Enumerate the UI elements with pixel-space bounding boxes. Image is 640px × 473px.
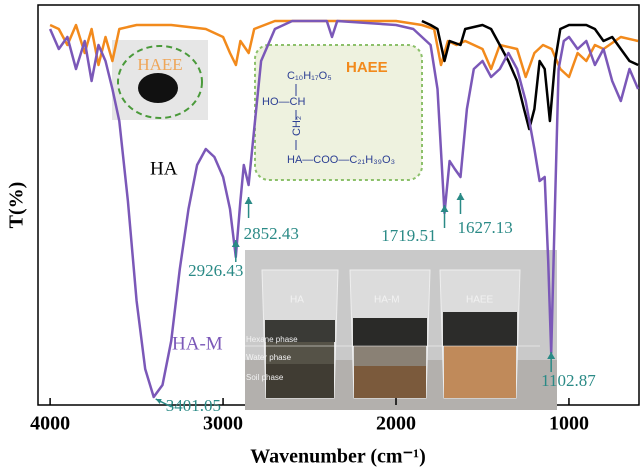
series-label: HA [150,158,178,179]
structure-text: CH₂ [291,116,303,136]
structure-text: HA—COO—C₂₁H₃₉O₃ [287,154,395,166]
powder-label: HAEE [137,55,182,74]
layer [443,312,517,346]
phase-label: Hexane phase [246,335,298,344]
x-axis-label: Wavenumber (cm⁻¹) [250,446,426,468]
peak-label: 2852.43 [244,224,299,243]
layer [354,346,426,366]
beaker-label: HAEE [466,295,494,306]
powder [138,73,178,103]
beaker-photo: HA HA-M HAEE Hexane phase Water phase So… [245,250,557,410]
series-label: HA-M [172,333,223,354]
structure-text: HO—CH [262,96,305,108]
peak-arrowhead [456,193,464,200]
layer [353,318,427,346]
phase-label: Soil phase [246,373,284,382]
peak-label: 1719.51 [381,226,436,245]
structure-box: HAEE C₁₀H₁₇O₅ HO—CH CH₂ HA—COO—C₂₁H₃₉O₃ [255,45,422,180]
spectrum-line [422,21,638,129]
peak-arrowhead [245,197,253,204]
x-tick-label: 2000 [376,413,416,435]
peak-label: 3401.05 [166,396,221,415]
beaker-label: HA-M [374,295,400,306]
powder-inset: HAEE [112,40,208,120]
peak-arrowhead [441,205,449,212]
y-axis-label: T(%) [6,182,28,229]
x-tick-label: 1000 [549,413,589,435]
x-tick-label: 4000 [30,413,70,435]
layer [444,346,516,398]
structure-text: C₁₀H₁₇O₅ [287,70,332,82]
peak-label: 1627.13 [457,218,512,237]
peak-label: 1102.87 [541,371,596,390]
beaker-label: HA [290,295,304,306]
x-tick-label: 3000 [203,413,243,435]
phase-label: Water phase [246,353,292,362]
chart: Wavenumber (cm⁻¹) T(%) HAEE HAEE C₁₀H₁₇O… [0,0,640,473]
layer [354,366,426,398]
structure-title: HAEE [346,59,388,76]
peak-label: 2926.43 [188,261,243,280]
